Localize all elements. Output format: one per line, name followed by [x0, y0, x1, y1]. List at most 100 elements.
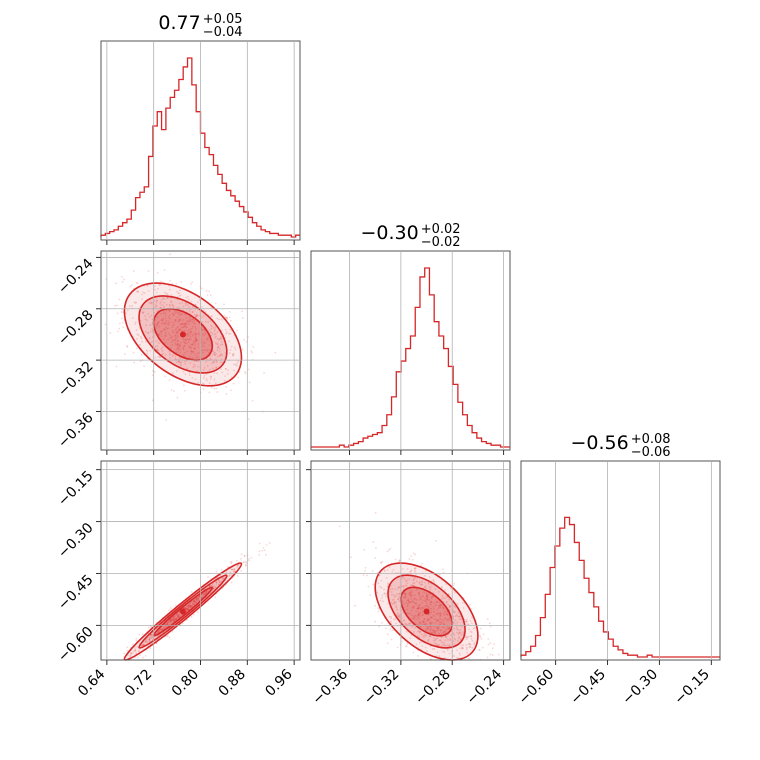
- scatter-point: [174, 334, 177, 337]
- scatter-point: [447, 598, 450, 601]
- joint-panel-0-1: [104, 253, 277, 421]
- scatter-point: [171, 330, 174, 332]
- scatter-point: [214, 325, 217, 328]
- scatter-point: [407, 622, 410, 625]
- param-median-2: −0.56: [570, 432, 628, 454]
- scatter-point: [157, 349, 160, 352]
- scatter-point: [148, 638, 151, 641]
- scatter-point: [423, 632, 426, 635]
- scatter-point: [156, 272, 159, 274]
- scatter-point: [405, 630, 408, 633]
- scatter-point: [165, 309, 168, 312]
- scatter-point: [221, 318, 223, 321]
- scatter-point: [442, 626, 444, 629]
- scatter-point: [445, 628, 447, 631]
- scatter-point: [410, 569, 413, 572]
- scatter-point: [215, 353, 218, 355]
- scatter-point: [391, 593, 393, 596]
- scatter-point: [433, 648, 436, 650]
- scatter-point: [191, 605, 194, 607]
- scatter-point: [134, 302, 137, 305]
- scatter-point: [117, 330, 119, 333]
- scatter-point: [418, 631, 421, 634]
- scatter-point: [421, 583, 423, 586]
- scatter-point: [140, 293, 143, 296]
- scatter-point: [428, 576, 431, 579]
- scatter-point: [195, 338, 198, 341]
- scatter-point: [424, 605, 427, 608]
- scatter-point: [439, 617, 442, 620]
- scatter-point: [188, 604, 191, 607]
- scatter-point: [194, 344, 197, 347]
- scatter-point: [418, 636, 421, 639]
- scatter-point: [402, 576, 405, 579]
- scatter-point: [187, 609, 189, 611]
- scatter-point: [184, 324, 187, 327]
- scatter-point: [434, 639, 437, 642]
- scatter-point: [439, 612, 442, 615]
- scatter-point: [141, 633, 144, 636]
- scatter-point: [165, 292, 168, 295]
- scatter-point: [167, 327, 170, 330]
- scatter-point: [226, 317, 229, 319]
- scatter-point: [420, 633, 423, 636]
- scatter-point: [156, 316, 159, 319]
- scatter-point: [430, 627, 433, 630]
- scatter-point: [177, 616, 180, 618]
- scatter-point: [141, 298, 143, 300]
- scatter-point: [157, 322, 159, 324]
- scatter-point: [449, 638, 452, 640]
- y-tick-label-2-0: −0.60: [55, 624, 97, 666]
- scatter-point: [230, 581, 233, 584]
- scatter-point: [416, 604, 419, 607]
- scatter-point: [177, 358, 180, 360]
- scatter-point: [176, 343, 179, 346]
- scatter-point: [198, 352, 200, 355]
- scatter-point: [407, 604, 409, 607]
- scatter-point: [189, 333, 191, 336]
- scatter-point: [186, 608, 189, 611]
- scatter-point: [390, 620, 393, 623]
- scatter-point: [446, 649, 449, 652]
- scatter-point: [184, 351, 186, 354]
- scatter-point: [220, 340, 223, 343]
- scatter-point: [362, 574, 365, 577]
- scatter-point: [139, 319, 142, 322]
- scatter-point: [452, 618, 455, 621]
- scatter-point: [350, 556, 352, 559]
- scatter-point: [263, 549, 266, 552]
- scatter-point: [398, 595, 400, 598]
- scatter-point: [206, 365, 209, 367]
- scatter-point: [214, 351, 216, 354]
- scatter-point: [440, 645, 443, 647]
- scatter-point: [208, 349, 211, 351]
- scatter-point: [215, 582, 218, 585]
- scatter-point: [419, 596, 421, 599]
- scatter-point: [147, 332, 150, 334]
- scatter-point: [166, 323, 169, 326]
- scatter-point: [414, 597, 417, 600]
- scatter-point: [160, 280, 162, 283]
- scatter-point: [426, 627, 429, 630]
- scatter-point: [219, 343, 222, 346]
- scatter-point: [168, 310, 171, 312]
- scatter-point: [161, 298, 163, 301]
- scatter-point: [412, 617, 415, 620]
- scatter-point: [247, 368, 250, 371]
- scatter-point: [380, 586, 383, 589]
- scatter-point: [406, 599, 409, 602]
- scatter-point: [418, 604, 421, 606]
- scatter-point: [193, 603, 196, 606]
- scatter-point: [201, 351, 204, 354]
- scatter-point: [443, 597, 446, 600]
- scatter-point: [465, 648, 468, 651]
- scatter-point: [437, 605, 440, 608]
- scatter-point: [234, 570, 237, 573]
- scatter-point: [171, 344, 174, 346]
- scatter-point: [171, 312, 174, 315]
- scatter-point: [191, 321, 194, 323]
- scatter-point: [459, 647, 461, 650]
- scatter-point: [188, 604, 191, 607]
- scatter-point: [245, 562, 248, 564]
- scatter-point: [443, 644, 446, 646]
